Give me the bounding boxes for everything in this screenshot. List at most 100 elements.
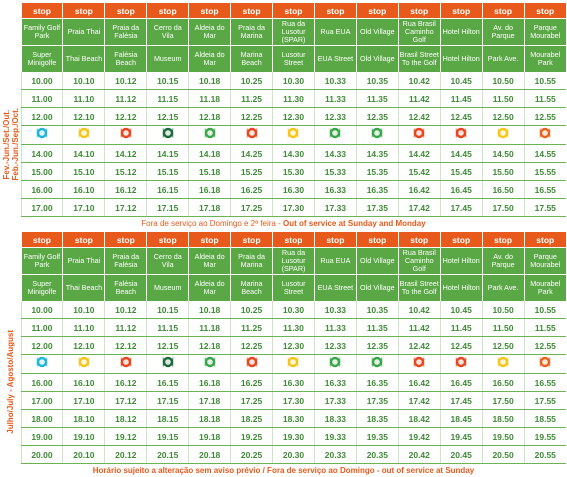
departure-time: 16.50 <box>481 180 525 199</box>
lunch-icon <box>497 127 509 139</box>
lunch-cell <box>397 125 441 145</box>
stop-name: Av. do Parque <box>481 18 525 46</box>
note-row: Fora de serviço ao Domingo e 2ª feira - … <box>1 217 566 231</box>
lunch-cell <box>188 125 231 145</box>
departure-time: 20.33 <box>313 445 357 464</box>
departure-time: 15.50 <box>481 162 525 181</box>
departure-time: 10.30 <box>272 72 315 90</box>
stop-name: Aldeia do Mar <box>188 247 231 275</box>
departure-time: 10.10 <box>62 301 105 319</box>
departure-time: 16.33 <box>313 180 357 199</box>
departure-time: 12.35 <box>355 336 399 355</box>
departure-time: 19.12 <box>104 427 147 446</box>
departure-time: 10.55 <box>523 72 566 90</box>
stop-name: Lusotur Street <box>272 45 315 72</box>
lunch-cell <box>62 354 105 374</box>
departure-time: 20.30 <box>272 445 315 464</box>
departure-time: 12.10 <box>62 336 105 355</box>
lunch-icon <box>372 127 383 139</box>
stop-name: Rua Brasil Caminho Golf <box>397 247 441 275</box>
stop-label: stop <box>397 232 441 248</box>
stop-names-en: Super Minigolfe Thai Beach Falésia Beach Mu… <box>1 45 566 72</box>
lunch-icon <box>120 127 131 139</box>
departure-time: 16.00 <box>20 180 63 199</box>
departure-time: 15.18 <box>188 162 231 181</box>
stop-name: Mourabel Park <box>523 45 566 72</box>
stop-name: Super Minigolfe <box>20 274 63 301</box>
departure-time: 17.12 <box>104 198 147 217</box>
departure-time: 11.35 <box>355 318 399 337</box>
note: Fora de serviço ao Domingo e 2ª feira - … <box>1 217 566 231</box>
departure-time: 18.25 <box>230 409 273 428</box>
departure-time: 12.18 <box>188 336 231 355</box>
stop-label: stop <box>230 232 273 248</box>
lunch-icon <box>162 127 173 139</box>
departure-time: 10.35 <box>355 301 399 319</box>
stop-label: stop <box>481 232 525 248</box>
departure-time: 20.15 <box>146 445 189 464</box>
time-row: 19.00 19.10 19.12 19.15 19.18 19.25 19.30 19.33… <box>1 427 566 446</box>
departure-time: 17.35 <box>355 391 399 410</box>
departure-time: 17.55 <box>523 391 566 410</box>
departure-time: 17.18 <box>188 198 231 217</box>
departure-time: 17.15 <box>146 198 189 217</box>
departure-time: 18.15 <box>146 409 189 428</box>
departure-time: 15.35 <box>355 162 399 181</box>
time-row: 11.00 11.10 11.12 11.15 11.18 11.25 11.30 11.33… <box>1 318 566 337</box>
departure-time: 20.50 <box>481 445 525 464</box>
period-text: Julho/July - Agosto/August <box>6 330 15 434</box>
departure-time: 11.45 <box>439 89 483 108</box>
departure-time: 11.10 <box>62 318 105 337</box>
departure-time: 17.00 <box>20 391 63 410</box>
departure-time: 11.18 <box>188 89 231 108</box>
lunch-icon <box>36 356 48 368</box>
period-line: Julho/July - Agosto/August <box>6 330 16 435</box>
departure-time: 12.18 <box>188 107 231 126</box>
departure-time: 11.12 <box>104 318 147 337</box>
time-row: 11.00 11.10 11.12 11.15 11.18 11.25 11.30 11.33… <box>1 89 566 108</box>
blank-cell <box>1 19 21 46</box>
departure-time: 11.30 <box>272 89 315 108</box>
stop-name: Praia da Falésia <box>104 247 147 275</box>
departure-time: 18.50 <box>481 409 525 428</box>
stop-name: Parque Mourabel <box>523 18 566 46</box>
stop-label: stop <box>188 232 231 248</box>
departure-time: 17.45 <box>439 391 483 410</box>
time-row: 14.00 14.10 14.12 14.15 14.18 14.25 14.30 14.33… <box>1 144 566 163</box>
departure-time: 16.42 <box>397 373 441 392</box>
lunch-cell <box>523 125 566 145</box>
departure-time: 17.33 <box>313 391 357 410</box>
departure-time: 14.00 <box>20 144 63 163</box>
lunch-cell <box>439 125 483 145</box>
stop-name: Rua da Lusotur (SPAR) <box>272 247 315 275</box>
stop-name: Falésia Beach <box>104 274 147 301</box>
departure-time: 10.33 <box>313 72 357 90</box>
departure-time: 20.45 <box>439 445 483 464</box>
stop-name: Hotel Hilton <box>439 45 483 72</box>
departure-time: 12.15 <box>146 336 189 355</box>
departure-time: 17.55 <box>523 198 566 217</box>
departure-time: 20.35 <box>355 445 399 464</box>
departure-time: 16.10 <box>62 180 105 199</box>
blank-cell <box>1 275 21 302</box>
lunch-cell <box>355 354 399 374</box>
departure-time: 12.00 <box>20 107 63 126</box>
departure-time: 11.12 <box>104 89 147 108</box>
stop-label: stop <box>439 3 483 19</box>
departure-time: 20.42 <box>397 445 441 464</box>
departure-time: 10.45 <box>439 301 483 319</box>
departure-time: 11.33 <box>313 89 357 108</box>
departure-time: 19.33 <box>313 427 357 446</box>
departure-time: 17.18 <box>188 391 231 410</box>
lunch-cell <box>439 354 483 374</box>
schedule-section: stop stop stop stop stop stop stop stop stop stop… <box>1 232 566 477</box>
departure-time: 10.10 <box>62 72 105 90</box>
departure-time: 11.30 <box>272 318 315 337</box>
stop-name: Thai Beach <box>62 45 105 72</box>
lunch-icon <box>455 127 467 139</box>
departure-time: 10.50 <box>481 301 525 319</box>
departure-time: 12.00 <box>20 336 63 355</box>
stop-name: Praia da Falésia <box>104 18 147 46</box>
time-row: 16.00 16.10 16.12 16.15 16.18 16.25 16.30 16.33… <box>1 180 566 199</box>
departure-time: 15.25 <box>230 162 273 181</box>
